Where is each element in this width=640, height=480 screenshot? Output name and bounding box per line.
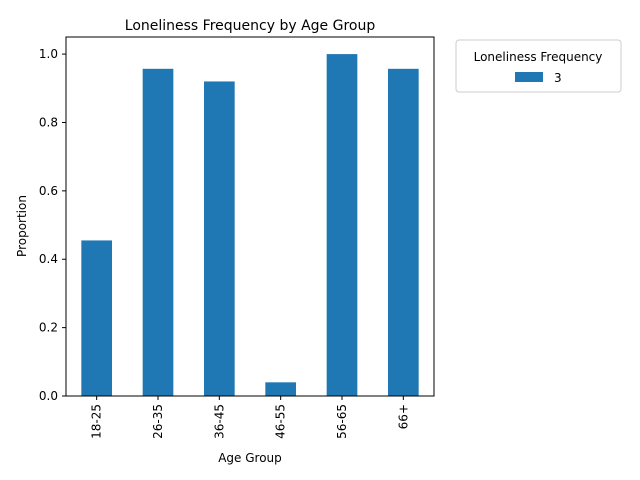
- y-tick-label: 0.4: [39, 252, 58, 266]
- x-tick-label: 56-65: [335, 404, 349, 439]
- bars-group: [81, 54, 419, 397]
- x-tick-label: 26-35: [151, 404, 165, 439]
- x-tick-label: 66+: [396, 404, 410, 429]
- axes-group: [65, 36, 435, 397]
- x-ticks-group: 18-25 26-35 36-45 46-55 56-65 66+: [90, 396, 410, 439]
- x-tick-label: 46-55: [274, 404, 288, 439]
- legend-swatch: [515, 72, 543, 82]
- x-tick-label: 18-25: [90, 404, 104, 439]
- y-tick-label: 1.0: [39, 47, 58, 61]
- bar-36-45: [204, 81, 235, 396]
- legend-series-label: 3: [554, 71, 562, 85]
- y-ticks-group: 0.0 0.2 0.4 0.6 0.8 1.0: [39, 47, 66, 403]
- chart-title: Loneliness Frequency by Age Group: [125, 18, 376, 34]
- plot-frame: [65, 36, 435, 397]
- x-axis-label: Age Group: [218, 451, 282, 465]
- y-tick-label: 0.6: [39, 184, 58, 198]
- bar-26-35: [142, 68, 174, 397]
- y-axis-label: Proportion: [15, 195, 29, 257]
- bar-66+: [388, 68, 419, 397]
- bar-46-55: [265, 382, 296, 396]
- x-tick-label: 36-45: [212, 404, 226, 439]
- bar-56-65: [326, 54, 358, 396]
- y-tick-label: 0.8: [39, 115, 58, 129]
- legend: Loneliness Frequency 3: [455, 39, 622, 93]
- bar-18-25: [81, 240, 112, 396]
- legend-frame: [455, 39, 622, 93]
- legend-title: Loneliness Frequency: [474, 50, 603, 64]
- y-tick-label: 0.0: [39, 389, 58, 403]
- y-tick-label: 0.2: [39, 321, 58, 335]
